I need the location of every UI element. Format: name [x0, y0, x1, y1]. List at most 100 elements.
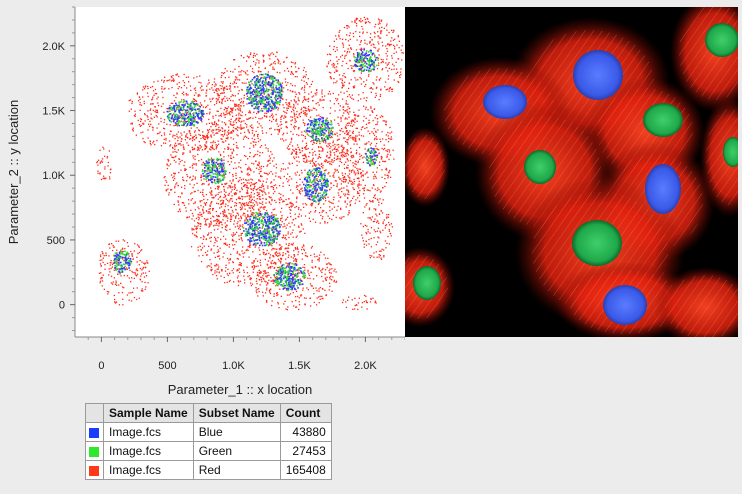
blue-point: [268, 100, 270, 103]
red-point: [287, 306, 289, 308]
red-point: [349, 38, 351, 40]
red-point: [223, 151, 225, 153]
red-point: [338, 176, 340, 178]
red-point: [297, 225, 300, 227]
red-point: [262, 207, 264, 209]
red-point: [377, 62, 380, 64]
red-point: [346, 141, 349, 143]
red-point: [323, 99, 325, 101]
red-point: [366, 31, 368, 34]
red-point: [238, 118, 240, 120]
red-point: [310, 184, 312, 187]
blue-point: [271, 99, 273, 102]
red-point: [197, 147, 199, 149]
red-point: [291, 222, 293, 224]
red-point: [207, 212, 209, 214]
red-point: [231, 189, 233, 191]
red-point: [388, 149, 391, 151]
red-point: [305, 142, 307, 144]
red-point: [284, 287, 287, 289]
red-point: [222, 72, 225, 75]
red-point: [288, 106, 290, 108]
red-point: [173, 159, 175, 162]
red-point: [132, 258, 134, 260]
green-point: [272, 83, 274, 85]
red-point: [318, 104, 320, 106]
blue-point: [263, 105, 266, 108]
red-point: [298, 161, 300, 163]
red-point: [218, 89, 220, 91]
red-point: [312, 186, 315, 188]
red-point: [401, 45, 403, 47]
red-point: [199, 223, 202, 225]
green-point: [267, 90, 269, 92]
red-point: [229, 70, 232, 73]
red-point: [276, 51, 278, 53]
red-point: [334, 110, 336, 112]
red-point: [249, 223, 251, 225]
red-point: [277, 109, 279, 111]
red-point: [99, 173, 101, 175]
red-point: [258, 172, 260, 175]
red-point: [316, 92, 318, 94]
red-point: [346, 52, 348, 54]
red-point: [263, 251, 265, 254]
red-point: [205, 219, 207, 221]
red-point: [176, 135, 178, 138]
red-point: [224, 282, 226, 284]
red-point: [360, 18, 362, 20]
red-point: [232, 130, 235, 132]
red-point: [292, 133, 294, 135]
red-point: [237, 119, 240, 122]
red-point: [260, 264, 262, 266]
green-point: [258, 99, 261, 102]
red-point: [237, 147, 239, 149]
red-point: [371, 111, 373, 113]
blue-point: [250, 91, 253, 94]
red-point: [270, 127, 272, 129]
red-point: [279, 176, 281, 178]
red-point: [138, 123, 140, 126]
red-point: [250, 182, 252, 184]
red-point: [178, 158, 181, 160]
red-point: [250, 277, 252, 279]
red-point: [320, 166, 323, 168]
red-point: [372, 171, 374, 173]
red-point: [327, 93, 330, 95]
red-point: [260, 71, 262, 73]
red-point: [368, 122, 371, 124]
red-point: [181, 134, 183, 136]
red-point: [269, 291, 271, 293]
red-point: [108, 268, 110, 270]
red-point: [184, 103, 186, 105]
blue-point: [278, 92, 281, 94]
red-point: [192, 155, 194, 157]
red-point: [262, 197, 264, 200]
red-point: [172, 75, 174, 77]
red-point: [250, 184, 252, 186]
red-point: [293, 99, 295, 101]
red-point: [230, 161, 233, 163]
red-point: [172, 102, 174, 105]
red-point: [276, 292, 278, 294]
red-point: [284, 300, 286, 302]
red-point: [143, 276, 146, 278]
red-point: [209, 128, 211, 131]
red-point: [231, 151, 233, 153]
red-point: [236, 212, 238, 214]
red-point: [367, 176, 369, 179]
red-point: [288, 102, 291, 104]
red-point: [217, 128, 219, 131]
red-point: [245, 114, 247, 116]
red-point: [385, 120, 387, 122]
red-point: [218, 255, 220, 257]
red-point: [310, 199, 312, 201]
red-point: [366, 172, 368, 174]
red-point: [237, 221, 239, 223]
red-point: [343, 148, 345, 150]
red-point: [261, 108, 263, 110]
red-point: [251, 283, 254, 285]
red-point: [283, 140, 285, 142]
red-point: [263, 115, 266, 117]
red-point: [217, 228, 219, 230]
